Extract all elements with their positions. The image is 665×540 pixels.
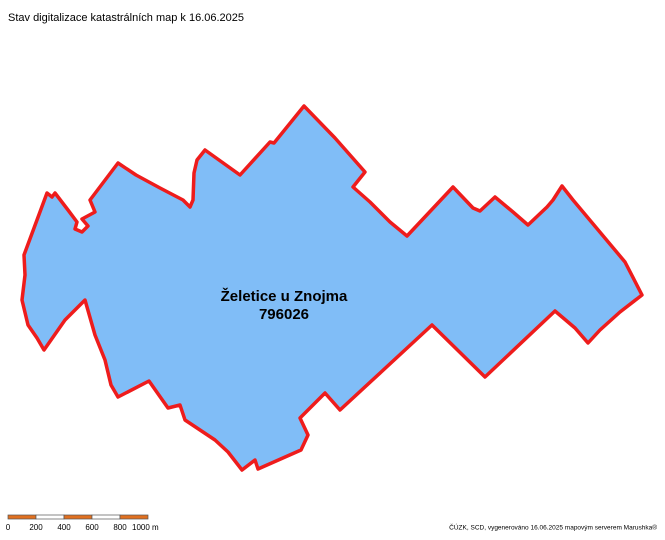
scale-label: 400 (57, 523, 71, 532)
map-title: Stav digitalizace katastrálních map k 16… (8, 12, 244, 24)
scale-segment (91, 514, 121, 520)
area-code: 796026 (259, 306, 309, 323)
scale-label: 800 (113, 523, 127, 532)
scale-label: 200 (29, 523, 43, 532)
scale-segment (63, 514, 93, 520)
scale-segment (35, 514, 65, 520)
cadastral-area (20, 104, 644, 472)
scale-label: 1000 m (132, 523, 159, 532)
scale-segment (7, 514, 37, 520)
scale-bar (7, 514, 149, 520)
area-name: Želetice u Znojma (221, 287, 348, 305)
scale-segment (119, 514, 149, 520)
credits: ČÚZK, SCD, vygenerováno 16.06.2025 mapov… (449, 523, 657, 532)
scale-label: 600 (85, 523, 99, 532)
scale-label: 0 (6, 523, 11, 532)
